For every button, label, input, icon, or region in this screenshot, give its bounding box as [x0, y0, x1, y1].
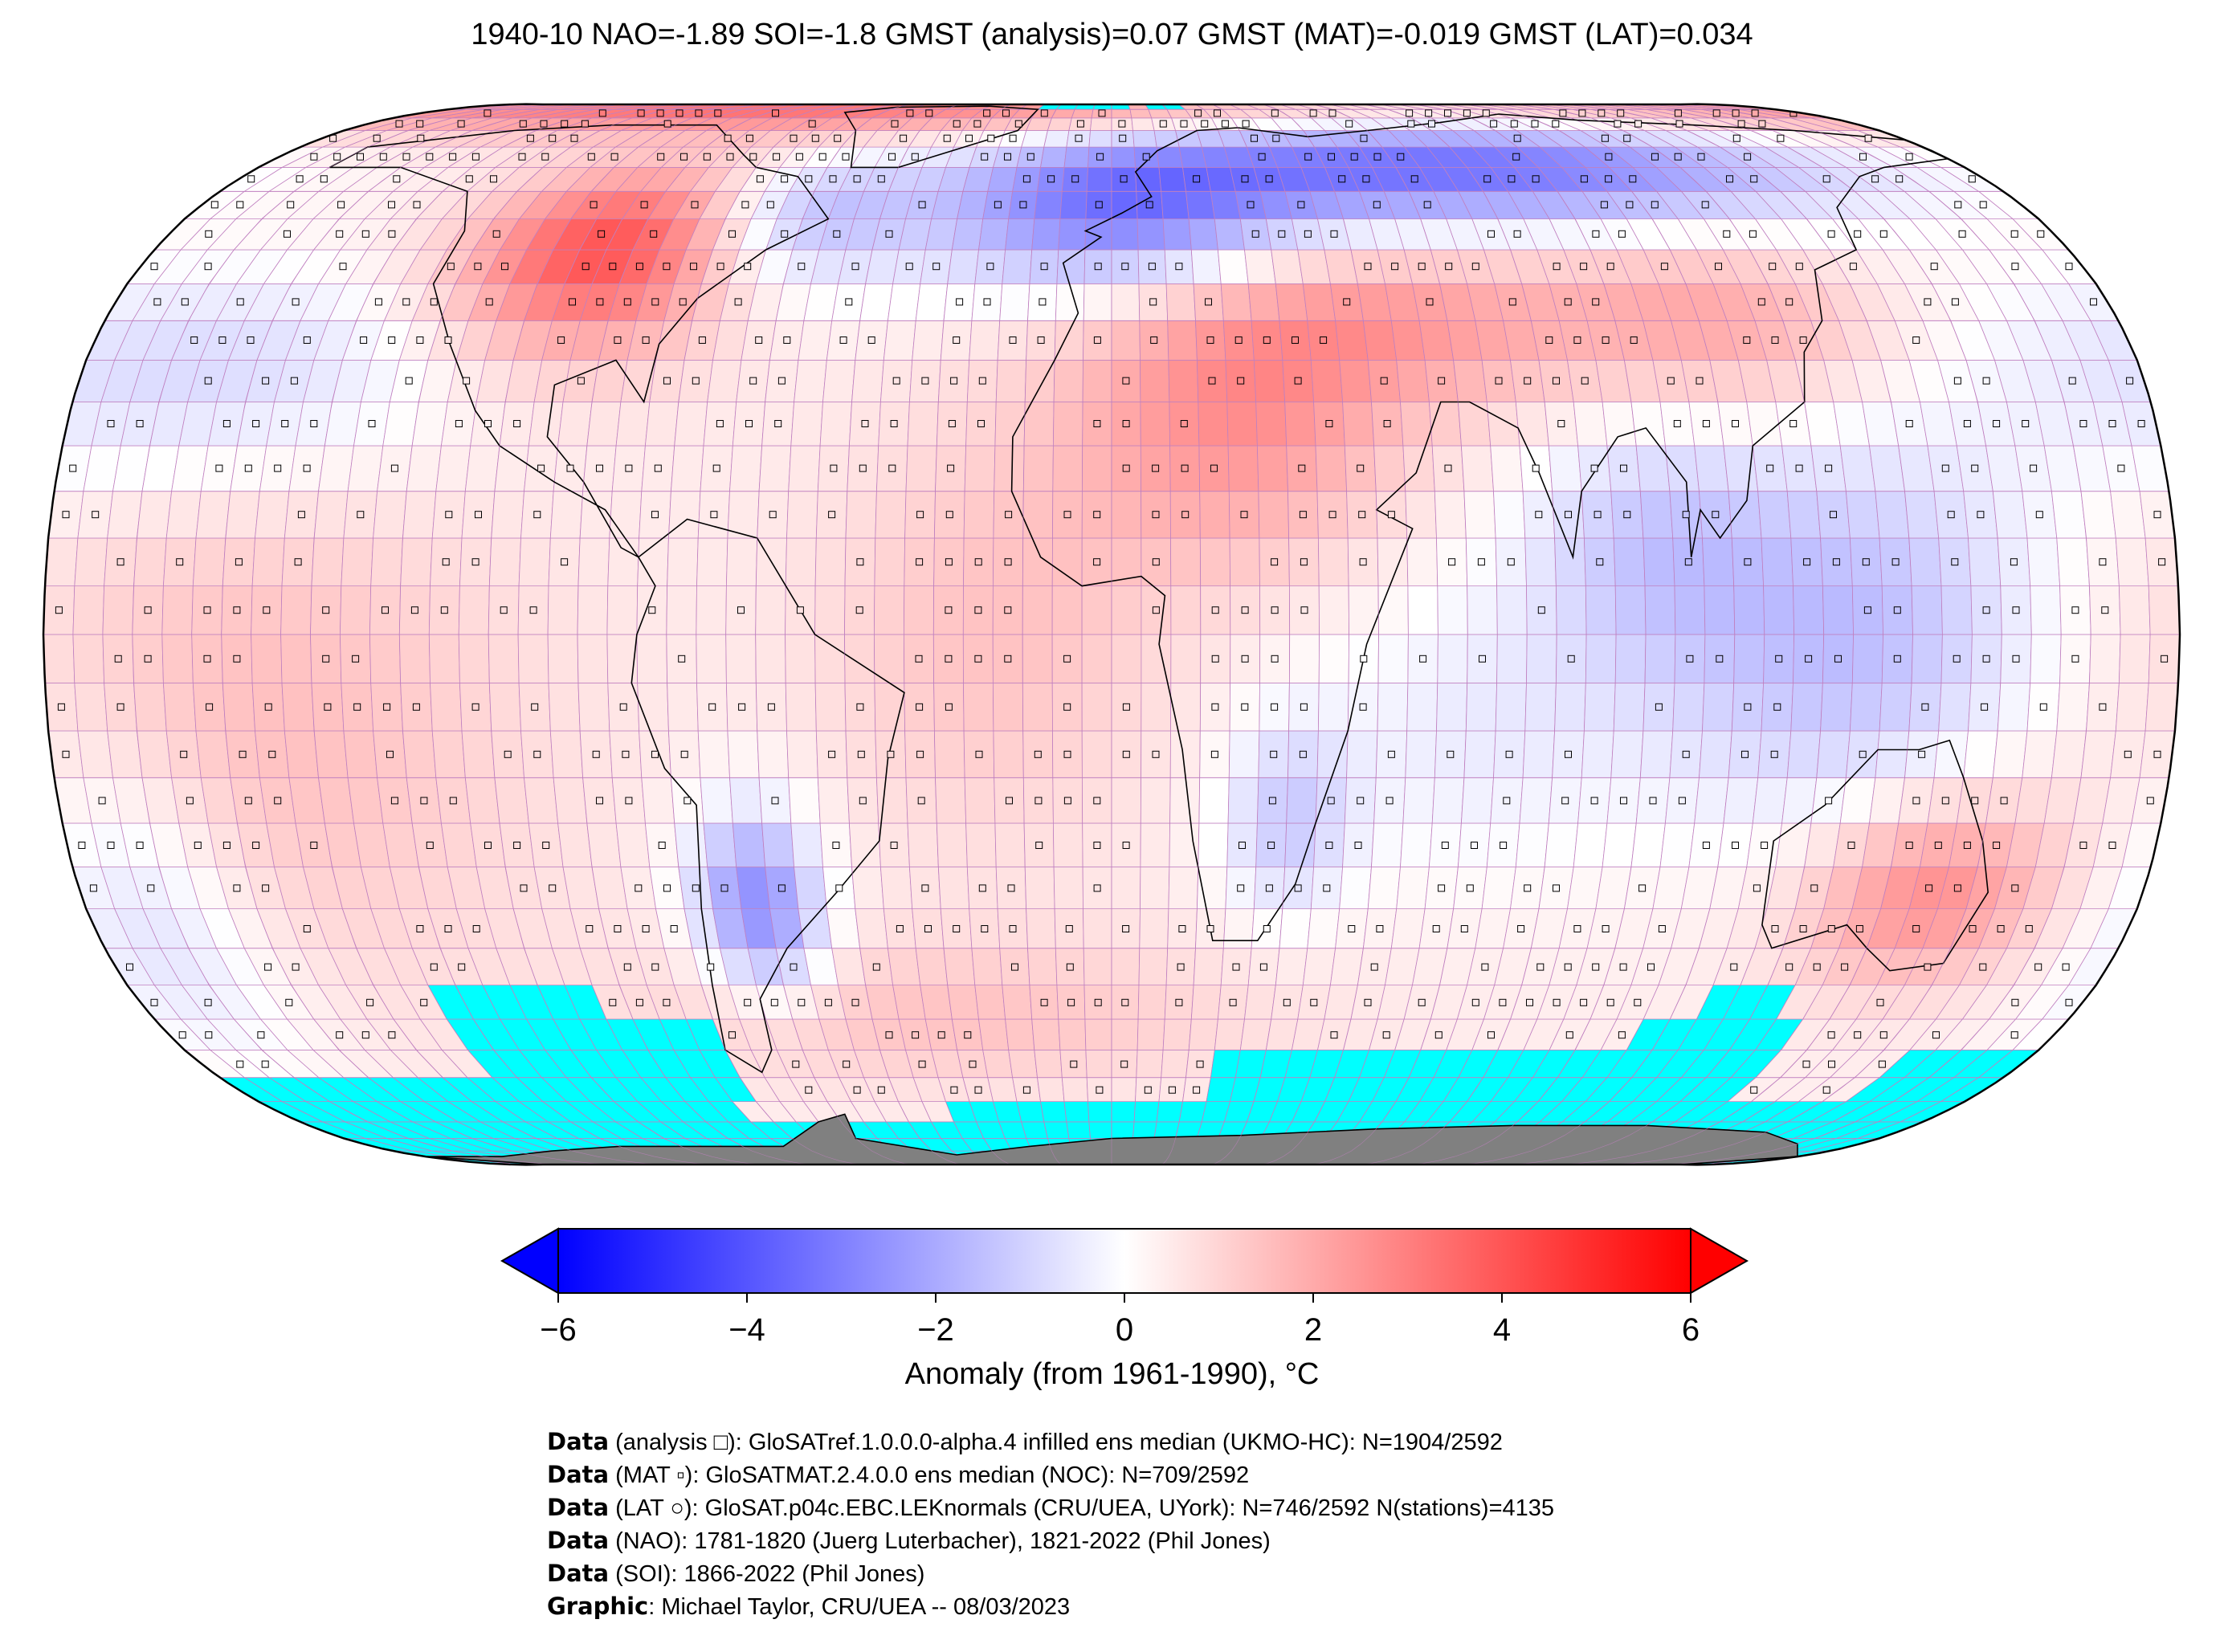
credit-line: Data (MAT ▫): GloSATMAT.2.4.0.0 ens medi… — [547, 1458, 1554, 1491]
credit-label: Data — [547, 1560, 610, 1587]
anomaly-map — [42, 103, 2181, 1166]
colorbar-tick-label: 0 — [1115, 1312, 1134, 1348]
colorbar-tick-label: 6 — [1681, 1312, 1700, 1348]
colorbar-tick-label: 2 — [1304, 1312, 1323, 1348]
credit-line: Data (LAT ○): GloSAT.p04c.EBC.LEKnormals… — [547, 1491, 1554, 1524]
colorbar-gradient — [557, 1228, 1691, 1294]
credit-text: (LAT ○): GloSAT.p04c.EBC.LEKnormals (CRU… — [609, 1495, 1555, 1521]
colorbar-extend-low — [500, 1227, 559, 1295]
credit-text: (MAT ▫): GloSATMAT.2.4.0.0 ens median (N… — [609, 1462, 1250, 1488]
credit-label: Data — [547, 1494, 610, 1521]
colorbar-extend-high — [1690, 1227, 1749, 1295]
colorbar-label: Anomaly (from 1961-1990), °C — [904, 1357, 1320, 1391]
credit-text: : Michael Taylor, CRU/UEA -- 08/03/2023 — [648, 1594, 1071, 1620]
credit-text: (NAO): 1781-1820 (Juerg Luterbacher), 18… — [609, 1528, 1271, 1554]
credits: Data (analysis □): GloSATref.1.0.0.0-alp… — [547, 1426, 1554, 1623]
credit-line: Data (NAO): 1781-1820 (Juerg Luterbacher… — [547, 1524, 1554, 1557]
colorbar — [500, 1227, 1749, 1303]
colorbar-tick-label: −4 — [728, 1312, 765, 1348]
credit-text: (SOI): 1866-2022 (Phil Jones) — [609, 1561, 925, 1587]
map-title: 1940-10 NAO=-1.89 SOI=-1.8 GMST (analysi… — [471, 18, 1753, 51]
colorbar-tick-label: −2 — [917, 1312, 954, 1348]
colorbar-tick-label: −6 — [540, 1312, 577, 1348]
credit-text: (analysis □): GloSATref.1.0.0.0-alpha.4 … — [609, 1430, 1503, 1455]
colorbar-tick-label: 4 — [1492, 1312, 1512, 1348]
credit-label: Data — [547, 1527, 610, 1554]
credit-line: Graphic: Michael Taylor, CRU/UEA -- 08/0… — [547, 1590, 1554, 1623]
credit-label: Data — [547, 1461, 610, 1488]
credit-line: Data (SOI): 1866-2022 (Phil Jones) — [547, 1557, 1554, 1590]
credit-label: Graphic — [547, 1593, 649, 1620]
credit-line: Data (analysis □): GloSATref.1.0.0.0-alp… — [547, 1426, 1554, 1458]
credit-label: Data — [547, 1428, 610, 1455]
colorbar-tick-marks — [557, 1293, 1691, 1303]
